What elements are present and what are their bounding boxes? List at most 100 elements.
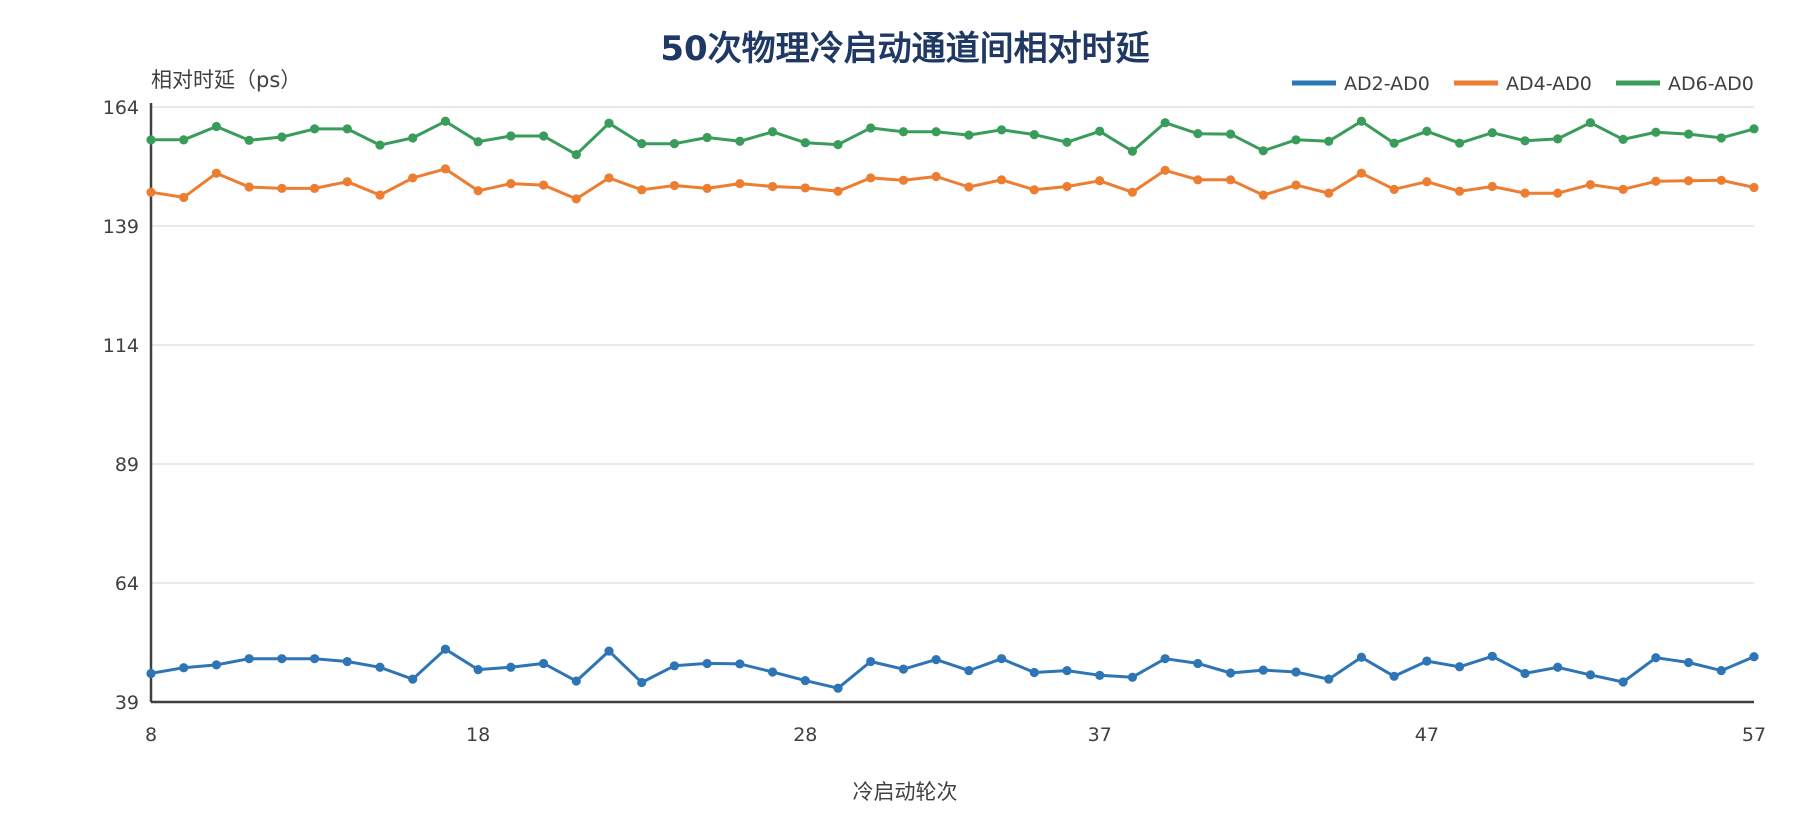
data-point [1618,184,1628,194]
data-point [669,661,680,671]
series-line [151,119,1755,157]
legend: AD2-AD0 AD4-AD0 AD6-AD0 [1292,73,1754,95]
x-tick-label: 37 [1088,724,1112,746]
data-point [866,123,876,133]
data-point [1422,656,1432,666]
axes [149,103,1754,704]
y-tick-labels: 164 139 114 89 64 39 [103,97,139,714]
data-point [473,665,483,675]
data-point [342,177,352,187]
data-point [375,662,385,672]
data-point [735,659,745,669]
legend-item: AD6-AD0 [1616,73,1754,95]
chart-title: 50次物理冷启动通道间相对时延 [660,29,1150,69]
data-point [408,133,418,143]
data-point [342,656,352,667]
y-axis-title: 相对时延（ps） [151,68,301,92]
data-point [931,655,941,665]
data-point [1651,653,1661,663]
data-point [1553,188,1563,198]
data-point [1618,134,1628,144]
data-point [767,181,778,192]
data-point [277,132,287,142]
data-point [637,185,647,195]
data-point [473,186,483,196]
data-point [1258,665,1268,675]
data-point [211,168,222,178]
data-point [1618,677,1628,687]
data-point [1683,657,1694,668]
data-point [1716,175,1726,185]
data-point [931,171,941,182]
data-point [996,175,1007,185]
data-point [408,173,418,183]
x-tick-label: 18 [466,724,490,746]
data-point [1062,665,1072,676]
data-point [1585,179,1596,190]
x-axis-title: 冷启动轮次 [853,780,958,804]
data-point [964,130,974,140]
data-point [898,664,909,674]
data-point [179,192,189,203]
data-point [342,124,352,134]
data-point [1520,136,1530,146]
series-line [150,647,1755,690]
data-point [1422,126,1432,136]
data-point [1553,134,1563,144]
data-point [538,131,549,141]
data-point [604,646,614,656]
data-point [735,179,745,189]
data-point [1651,176,1661,186]
x-tick-label: 57 [1742,724,1766,746]
data-point [1127,187,1138,197]
data-point [1454,662,1465,672]
data-point [1520,188,1530,198]
data-point [309,183,320,193]
data-point [996,125,1007,135]
data-point [1389,138,1399,148]
x-tick-label: 8 [145,724,157,746]
legend-label: AD6-AD0 [1668,73,1754,95]
data-point [1062,137,1072,147]
data-point [1324,188,1334,198]
data-point [506,131,516,141]
data-point [833,186,843,196]
data-point [408,674,418,684]
data-point [702,658,712,669]
series-AD2-AD0 [146,644,1759,693]
data-point [1454,186,1465,196]
data-point [179,663,189,673]
data-point [1324,136,1334,146]
data-point [1225,175,1236,185]
data-point [1225,129,1236,139]
data-point [277,654,287,664]
legend-item: AD2-AD0 [1292,73,1430,95]
y-tick-label: 114 [103,335,139,357]
y-tick-label: 139 [103,216,139,238]
data-point [702,183,712,193]
data-point [1029,130,1039,140]
data-point [571,150,581,160]
data-point [1160,118,1170,128]
data-point [1683,176,1694,186]
data-point [1716,133,1726,143]
data-point [833,140,843,150]
data-point [309,654,320,664]
data-point [1487,181,1497,192]
x-tick-label: 28 [793,724,817,746]
data-point [1291,180,1301,190]
data-point [375,190,385,200]
data-point [604,173,614,183]
data-point [309,124,320,134]
data-point [735,136,745,146]
series-AD6-AD0 [146,116,1759,160]
series-lines [146,116,1759,693]
data-point [800,675,810,686]
data-point [1749,652,1759,662]
data-point [1389,184,1399,194]
data-point [1487,651,1497,661]
data-point [1193,658,1203,669]
data-point [669,139,680,149]
data-point [538,180,549,190]
